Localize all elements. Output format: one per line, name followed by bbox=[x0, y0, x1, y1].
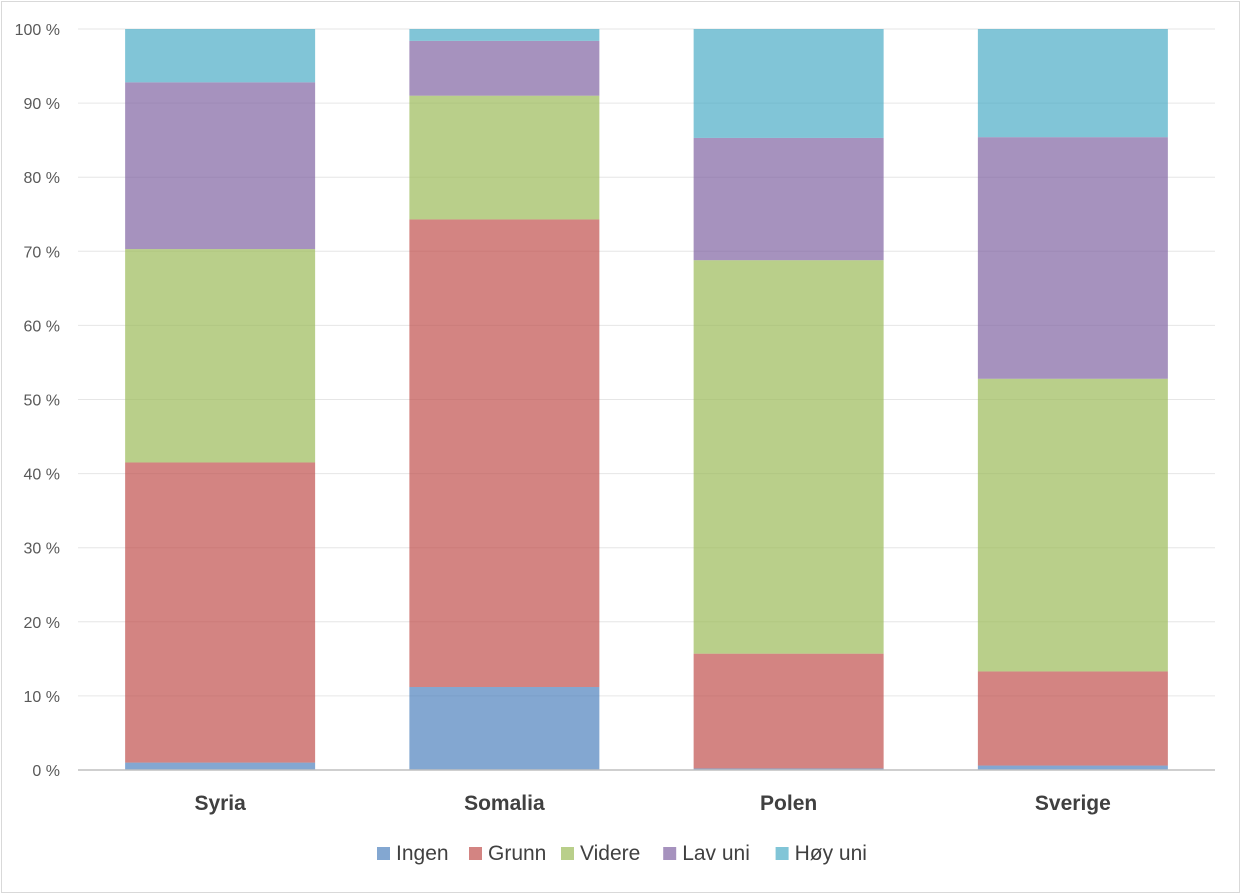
bar-segment bbox=[693, 260, 884, 654]
legend-swatch bbox=[469, 847, 482, 860]
bar-segment bbox=[693, 653, 884, 769]
bar-segment bbox=[409, 40, 600, 96]
bar-segment bbox=[409, 687, 600, 770]
bar-segment bbox=[125, 82, 316, 250]
bar-segment bbox=[409, 219, 600, 688]
y-tick-label: 20 % bbox=[24, 615, 60, 632]
legend-label: Høy uni bbox=[795, 842, 867, 865]
bar-segment bbox=[125, 462, 316, 763]
y-tick-label: 10 % bbox=[24, 689, 60, 706]
bar-segment bbox=[977, 378, 1168, 672]
y-tick-label: 30 % bbox=[24, 541, 60, 558]
y-tick-label: 0 % bbox=[32, 763, 60, 780]
y-tick-label: 70 % bbox=[24, 244, 60, 261]
bar-segment bbox=[409, 29, 600, 41]
bar-segment bbox=[693, 137, 884, 261]
bar-segment bbox=[693, 29, 884, 138]
bars bbox=[125, 29, 1168, 770]
bar-segment bbox=[125, 762, 316, 770]
bar-segment bbox=[977, 671, 1168, 766]
bar-segment bbox=[977, 137, 1168, 379]
bar-segment bbox=[125, 249, 316, 463]
x-category-label: Sverige bbox=[1035, 792, 1111, 815]
y-tick-label: 50 % bbox=[24, 393, 60, 410]
legend-label: Lav uni bbox=[682, 842, 750, 865]
legend-label: Ingen bbox=[396, 842, 449, 865]
y-tick-label: 90 % bbox=[24, 96, 60, 113]
y-tick-label: 40 % bbox=[24, 467, 60, 484]
bar-segment bbox=[977, 765, 1168, 770]
y-tick-label: 60 % bbox=[24, 318, 60, 335]
legend-swatch bbox=[663, 847, 677, 860]
legend-swatch bbox=[561, 847, 574, 860]
legend: Ingen Grunn Videre Lav uni Høy uni bbox=[377, 842, 867, 865]
legend-label: Videre bbox=[580, 842, 640, 865]
x-category-label: Syria bbox=[194, 792, 246, 815]
x-category-label: Polen bbox=[760, 792, 817, 815]
bar-segment bbox=[977, 29, 1168, 138]
x-category-label: Somalia bbox=[464, 792, 545, 815]
legend-label: Grunn bbox=[488, 842, 546, 865]
axes: 0 % 10 % 20 % 30 % 40 % 50 % 60 % 70 % 80 % 90 % 1… bbox=[15, 22, 1215, 815]
y-tick-label: 100 % bbox=[15, 22, 60, 39]
bar-segment bbox=[125, 29, 316, 83]
bar-segment bbox=[409, 95, 600, 220]
y-tick-label: 80 % bbox=[24, 170, 60, 187]
legend-swatch bbox=[775, 847, 789, 860]
legend-swatch bbox=[377, 847, 390, 860]
